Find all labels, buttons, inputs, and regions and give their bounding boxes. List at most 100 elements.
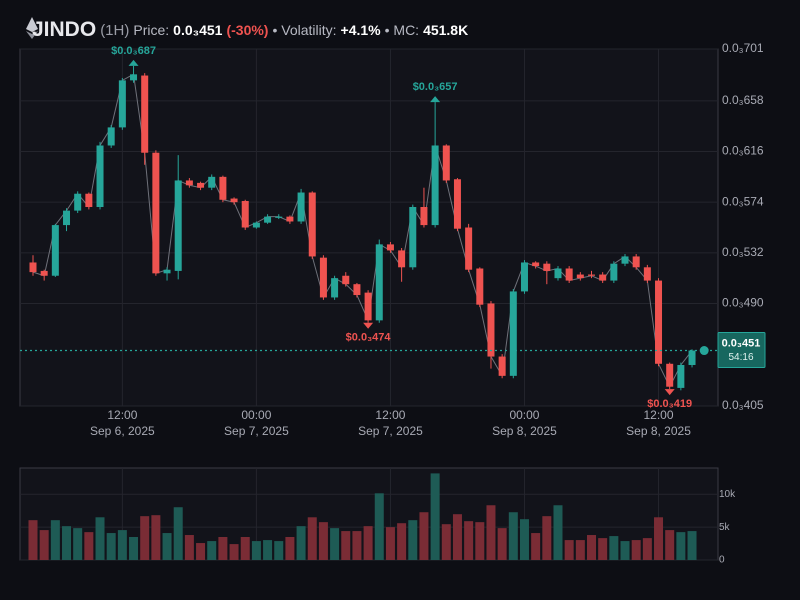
candle-body (252, 222, 260, 228)
x-tick-label: 00:00 (241, 408, 271, 422)
low-marker (664, 389, 675, 396)
volume-bar (665, 530, 675, 560)
volume-bar (631, 540, 641, 560)
x-tick-label: 12:00 (644, 408, 674, 422)
low-label: $0.0₃419 (647, 398, 692, 410)
candle-body (498, 356, 506, 376)
volume-bar (352, 531, 362, 560)
volume-bar (196, 543, 206, 560)
candle-body (118, 80, 126, 128)
candle-body (442, 145, 450, 181)
candle-body (632, 256, 640, 268)
volume-bar (106, 533, 116, 560)
volume-bar (84, 532, 94, 560)
candle-body (197, 182, 205, 188)
volume-bar (408, 520, 418, 560)
x-tick-date: Sep 7, 2025 (224, 424, 289, 438)
volume-bar (184, 535, 194, 560)
volume-bar (441, 524, 451, 560)
volatility-label: • Volatility: (272, 22, 337, 38)
volume-tick-label: 10k (719, 489, 736, 500)
candle-body (364, 292, 372, 321)
y-tick-label: 0.0₃616 (722, 144, 764, 158)
volume-bar (207, 541, 217, 560)
candle-body (621, 256, 629, 264)
candle-body (219, 176, 227, 200)
candle-body (643, 267, 651, 281)
candle-body (431, 145, 439, 226)
candle-body (398, 250, 406, 268)
volume-tick-label: 0 (719, 555, 725, 566)
countdown: 54:16 (728, 352, 753, 363)
price-label: Price: (133, 22, 170, 38)
volume-bar (497, 528, 507, 560)
candle-body (576, 274, 584, 279)
candle-body (185, 180, 193, 186)
candle-body (85, 193, 93, 207)
y-tick-label: 0.0₃574 (722, 194, 764, 208)
candle-body (141, 75, 149, 153)
volume-bar (687, 531, 697, 560)
volume-bar (609, 536, 619, 560)
volume-bar (39, 530, 49, 560)
y-tick-label: 0.0₃532 (722, 245, 764, 259)
candle-body (342, 275, 350, 285)
volume-bar (486, 505, 496, 560)
high-marker (430, 96, 441, 103)
candle-body (130, 74, 138, 81)
candle-body (688, 350, 696, 365)
volume-bar (95, 517, 105, 560)
candle-body (174, 180, 182, 271)
candle-body (532, 262, 540, 267)
candle-body (74, 193, 82, 211)
candle-body (420, 206, 428, 226)
volume-bar (475, 522, 485, 560)
volume-bar (151, 515, 161, 560)
eth-icon (26, 17, 38, 39)
candle-body (520, 262, 528, 292)
volume-bar (162, 533, 172, 560)
high-marker (128, 59, 139, 66)
market-cap: 451.8K (423, 22, 469, 38)
x-tick-date: Sep 6, 2025 (90, 424, 155, 438)
low-label: $0.0₃474 (346, 332, 392, 344)
volume-bar (654, 517, 664, 560)
y-tick-label: 0.0₃658 (722, 93, 764, 107)
volume-bar (140, 516, 150, 560)
candle-body (29, 262, 37, 273)
volume-bar (50, 520, 60, 560)
volume-bar (330, 528, 340, 560)
x-tick-label: 12:00 (107, 408, 137, 422)
volume-bar (598, 538, 608, 560)
volume-bar (62, 526, 72, 560)
candle-body (666, 363, 674, 387)
volume-bar (575, 540, 585, 560)
volume-bar (28, 520, 38, 560)
candle-body (152, 152, 160, 274)
high-label: $0.0₃657 (413, 81, 458, 93)
volume-bar (397, 523, 407, 560)
candle-body (286, 216, 294, 222)
change: (-30%) (226, 22, 269, 38)
volume-bar (307, 517, 317, 560)
candle-body (319, 257, 327, 298)
volume-bar (251, 541, 261, 560)
volume-bar (240, 537, 250, 560)
candle-body (163, 269, 171, 274)
high-label: $0.0₃687 (111, 45, 156, 57)
candle-body (308, 192, 316, 257)
price-box-label: 0.0₃451 (722, 337, 761, 349)
volume-bar (508, 512, 518, 560)
volume-bar (129, 537, 139, 560)
low-marker (363, 322, 374, 329)
x-tick-date: Sep 8, 2025 (492, 424, 557, 438)
volume-bar (676, 532, 686, 560)
price-panel (19, 48, 719, 407)
volume-bar (229, 544, 239, 560)
candle-body (241, 200, 249, 228)
candle-body (509, 291, 517, 376)
candle-body (554, 268, 562, 279)
y-tick-label: 0.0₃405 (722, 398, 764, 412)
candle-body (264, 216, 272, 223)
